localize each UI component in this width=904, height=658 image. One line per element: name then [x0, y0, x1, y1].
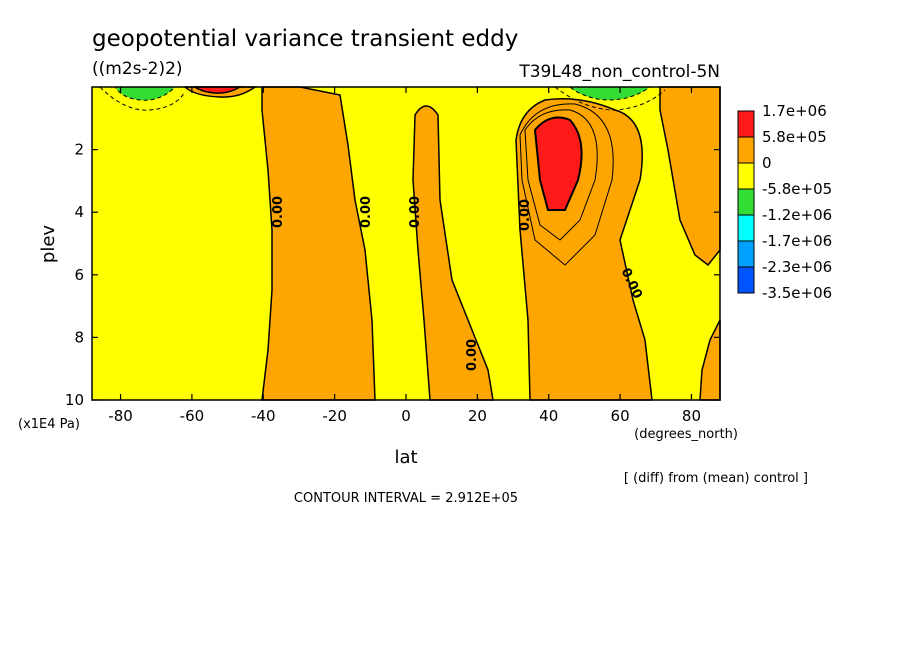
colorbar-swatch — [737, 214, 755, 242]
colorbar-label: -1.7e+06 — [762, 232, 832, 250]
contour-interval: CONTOUR INTERVAL = 2.912E+05 — [294, 491, 518, 506]
x-tick-label: -60 — [180, 407, 205, 425]
y-tick-label: 10 — [65, 391, 84, 409]
negative-region-nh — [568, 86, 652, 101]
y-axis-label: plev — [38, 225, 59, 264]
positive-region-eq — [412, 105, 494, 401]
x-tick-label: -80 — [108, 407, 133, 425]
negative-region-sh-outer — [99, 86, 186, 111]
colorbar-swatch — [737, 266, 755, 294]
max-region-nh — [533, 116, 583, 211]
x-axis-units: (degrees_north) — [634, 427, 738, 442]
chart-title: geopotential variance transient eddy — [92, 26, 518, 52]
colorbar-swatch — [737, 188, 755, 216]
y-axis: 2 4 6 8 10 — [65, 141, 720, 409]
plot-area: 0.00 0.00 0.00 0.00 0.00 0.00 — [91, 86, 721, 401]
colorbar-label: 1.7e+06 — [762, 102, 827, 120]
y-tick-label: 6 — [74, 266, 84, 284]
colorbar-label: 5.8e+05 — [762, 128, 827, 146]
y-tick-label: 4 — [74, 203, 84, 221]
y-axis-units: (x1E4 Pa) — [18, 417, 80, 432]
max-region-top — [192, 86, 243, 94]
x-tick-label: 80 — [682, 407, 701, 425]
x-tick-label: 40 — [539, 407, 558, 425]
x-tick-label: 60 — [611, 407, 630, 425]
x-tick-label: 20 — [468, 407, 487, 425]
colorbar-swatch — [737, 136, 755, 164]
negative-region-nh-outer — [554, 86, 666, 111]
colorbar-swatch — [737, 110, 755, 138]
contour-label: 0.00 — [359, 196, 374, 228]
colorbar-label: -3.5e+06 — [762, 284, 832, 302]
y-tick-label: 2 — [74, 141, 84, 159]
colorbar-swatch — [737, 240, 755, 268]
colorbar-label: -2.3e+06 — [762, 258, 832, 276]
x-axis-label: lat — [394, 447, 417, 468]
contour-label: 0.00 — [465, 339, 480, 371]
contour-label: 0.00 — [408, 196, 423, 228]
chart-units: ((m2s-2)2) — [92, 59, 183, 79]
x-tick-label: -20 — [322, 407, 347, 425]
x-axis: -80 -60 -40 -20 0 20 40 60 80 — [108, 87, 701, 425]
y-tick-label: 8 — [74, 328, 84, 346]
colorbar-swatch — [737, 162, 755, 190]
x-tick-label: -40 — [251, 407, 276, 425]
colorbar-label: -5.8e+05 — [762, 180, 832, 198]
run-label: T39L48_non_control-5N — [518, 62, 720, 82]
x-tick-label: 0 — [401, 407, 411, 425]
contour-line-mid — [519, 103, 614, 266]
contour-label: 0.00 — [518, 199, 533, 231]
colorbar-label: 0 — [762, 154, 772, 172]
colorbar-legend: 1.7e+06 5.8e+05 0 -5.8e+05 -1.2e+06 -1.7e+06 -… — [737, 102, 832, 302]
contour-line-inner — [524, 109, 598, 241]
colorbar-label: -1.2e+06 — [762, 206, 832, 224]
difference-note: [ (diff) from (mean) control ] — [624, 471, 808, 486]
contour-label: 0.00 — [271, 196, 286, 228]
